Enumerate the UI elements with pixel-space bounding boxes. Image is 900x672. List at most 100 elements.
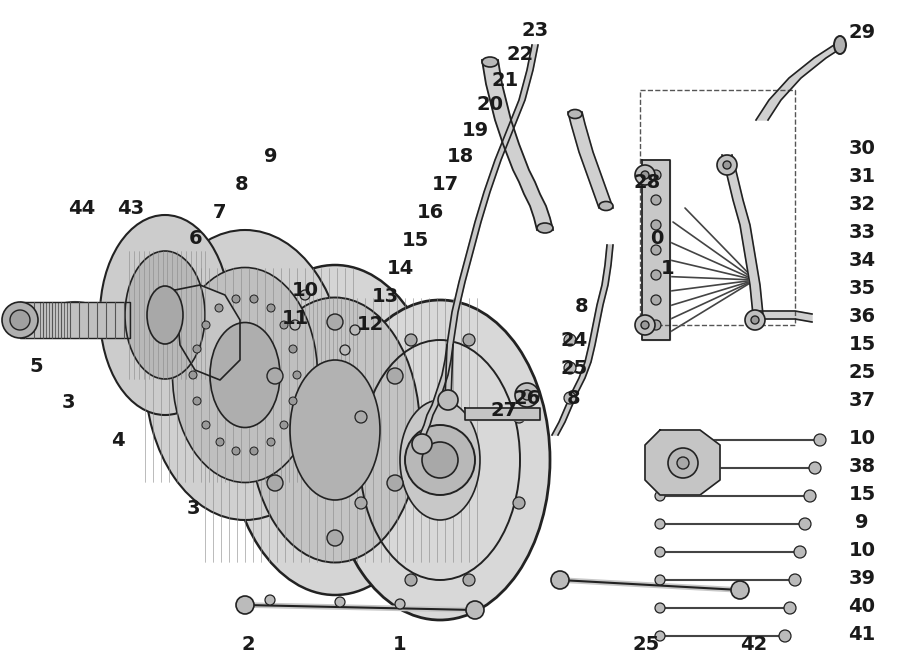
Circle shape (463, 574, 475, 586)
Circle shape (193, 397, 201, 405)
Ellipse shape (537, 223, 553, 233)
Text: 3: 3 (186, 499, 200, 517)
Text: 10: 10 (849, 540, 876, 560)
Text: 7: 7 (213, 202, 227, 222)
Ellipse shape (568, 110, 582, 118)
Text: 32: 32 (849, 194, 876, 214)
Circle shape (422, 442, 458, 478)
Circle shape (794, 546, 806, 558)
Ellipse shape (147, 286, 183, 344)
Circle shape (515, 383, 539, 407)
Text: 15: 15 (849, 485, 876, 503)
Text: 23: 23 (521, 21, 549, 40)
Circle shape (267, 304, 275, 312)
Circle shape (651, 220, 661, 230)
Circle shape (717, 155, 737, 175)
Circle shape (327, 314, 343, 330)
Text: 25: 25 (561, 358, 588, 378)
Circle shape (655, 575, 665, 585)
Circle shape (655, 519, 665, 529)
Ellipse shape (210, 323, 280, 427)
Text: 9: 9 (855, 513, 868, 532)
Text: 34: 34 (849, 251, 876, 269)
Ellipse shape (250, 298, 420, 562)
Circle shape (745, 310, 765, 330)
Ellipse shape (400, 400, 480, 520)
Circle shape (779, 630, 791, 642)
Text: 36: 36 (849, 306, 876, 325)
Circle shape (522, 390, 532, 400)
Ellipse shape (100, 215, 230, 415)
Text: 33: 33 (849, 222, 876, 241)
Text: 31: 31 (849, 167, 876, 185)
Circle shape (641, 171, 649, 179)
Text: 8: 8 (575, 296, 589, 315)
Text: 4: 4 (112, 431, 125, 450)
Circle shape (814, 434, 826, 446)
Text: 30: 30 (849, 138, 876, 157)
Polygon shape (568, 112, 613, 208)
Polygon shape (756, 45, 846, 120)
Circle shape (655, 631, 665, 641)
Ellipse shape (145, 230, 345, 520)
Text: 28: 28 (634, 173, 661, 192)
Circle shape (789, 574, 801, 586)
Circle shape (405, 574, 417, 586)
Circle shape (10, 310, 30, 330)
Circle shape (202, 421, 210, 429)
Text: 18: 18 (446, 147, 473, 167)
Circle shape (202, 321, 210, 329)
Circle shape (513, 497, 525, 509)
Text: 13: 13 (372, 286, 399, 306)
Text: 27: 27 (491, 401, 518, 419)
Circle shape (651, 270, 661, 280)
Circle shape (289, 345, 297, 353)
Text: 5: 5 (29, 357, 43, 376)
Circle shape (405, 425, 475, 495)
Text: 44: 44 (68, 198, 95, 218)
Text: 1: 1 (393, 636, 407, 655)
Ellipse shape (599, 202, 613, 210)
Text: 41: 41 (849, 624, 876, 644)
Text: 40: 40 (849, 597, 876, 616)
Text: 15: 15 (401, 230, 428, 249)
Bar (640, 90, 795, 325)
Text: 39: 39 (849, 569, 876, 587)
Circle shape (236, 596, 254, 614)
Ellipse shape (173, 267, 318, 482)
Circle shape (350, 325, 360, 335)
Text: 25: 25 (849, 362, 876, 382)
Text: 42: 42 (741, 636, 768, 655)
Circle shape (216, 438, 224, 446)
Text: 10: 10 (849, 429, 876, 448)
Polygon shape (417, 345, 453, 444)
Text: 3: 3 (61, 392, 75, 411)
Circle shape (809, 462, 821, 474)
Circle shape (280, 321, 288, 329)
Ellipse shape (290, 360, 380, 500)
Circle shape (327, 530, 343, 546)
Circle shape (265, 595, 275, 605)
Circle shape (651, 295, 661, 305)
Text: 20: 20 (476, 95, 503, 114)
Text: 15: 15 (849, 335, 876, 353)
Text: 24: 24 (561, 331, 588, 349)
Polygon shape (175, 285, 240, 380)
Text: 11: 11 (282, 308, 309, 327)
Circle shape (804, 490, 816, 502)
Polygon shape (20, 302, 130, 338)
Circle shape (751, 316, 759, 324)
Polygon shape (645, 430, 720, 495)
Circle shape (293, 371, 301, 379)
Polygon shape (642, 160, 670, 340)
Polygon shape (445, 45, 538, 400)
Circle shape (267, 475, 283, 491)
Circle shape (387, 368, 403, 384)
Circle shape (668, 448, 698, 478)
Circle shape (655, 435, 665, 445)
Circle shape (290, 320, 300, 330)
Circle shape (463, 334, 475, 346)
Text: 37: 37 (849, 390, 876, 409)
Text: 10: 10 (292, 280, 319, 300)
Text: 38: 38 (849, 456, 876, 476)
